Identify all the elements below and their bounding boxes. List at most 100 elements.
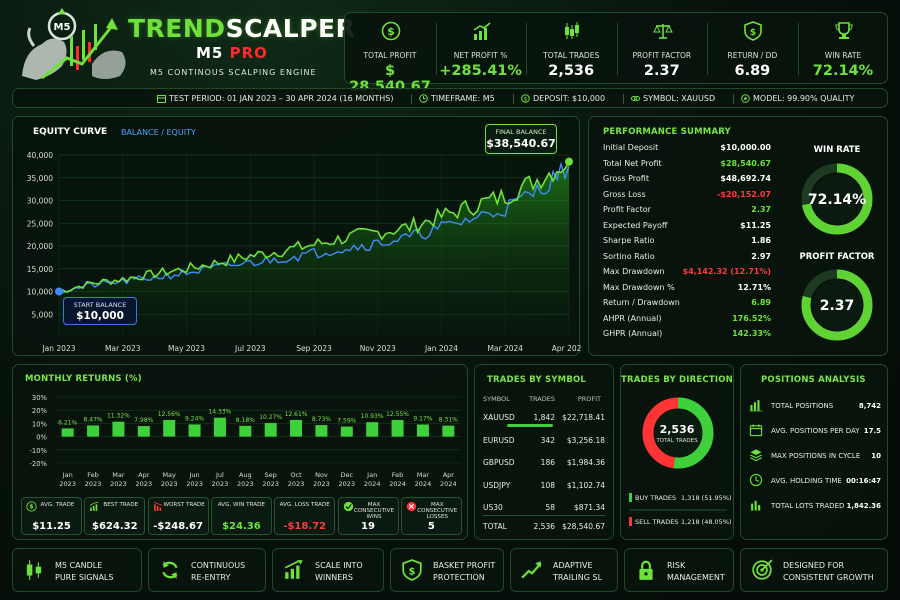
stat-label-2: TOTAL TRADES [543,51,600,60]
equity-x-tick-label: Mar 2023 [105,344,141,353]
perf-row-value: -$20,152.07 [717,189,771,199]
monthly-bar [290,419,303,437]
info-separator-3 [733,94,734,104]
stat-value-2: 2,536 [548,63,595,79]
feature-card-3: $ BASKET PROFIT PROTECTION [390,548,504,592]
perf-row-label: Gross Profit [603,174,649,183]
target-icon [752,559,773,580]
stat-label-1: NET PROFIT % [453,51,508,60]
monthly-bar [442,425,455,437]
brand-sub-pro: PRO [229,44,268,62]
info-separator-0 [411,94,412,104]
trade-stat-value: $624.32 [92,521,138,532]
monthly-x-tick-year: 2023 [85,480,102,488]
position-row: TOTAL LOTS TRADED 1,842.36 [749,497,881,517]
dollar-icon: $ [26,501,37,512]
symbol-cell-trades: 58 [545,503,555,512]
feature-card-5: RISK MANAGEMENT [624,548,734,592]
perf-row-value: 1.86 [751,236,771,245]
symbol-cell-trades: 186 [540,458,555,467]
feature-line-1: RISK [667,561,686,570]
monthly-bar [163,420,176,437]
equity-x-tick-label: May 2023 [168,344,205,353]
symbol-table-header: TRADES [529,395,555,403]
win-rate-gauge-center [812,174,862,224]
equity-y-tick-label: 25,000 [27,219,53,228]
info-period: TEST PERIOD: 01 JAN 2023 – 30 APR 2024 (… [157,94,393,103]
equity-y-tick-label: 20,000 [27,242,53,251]
symbol-cell-profit: $1,102.74 [566,480,605,490]
monthly-bar-label: 12.56% [158,411,181,418]
trades-by-symbol-title: TRADES BY SYMBOL [487,375,587,385]
monthly-x-tick-year: 2023 [339,480,356,488]
equity-x-tick-label: Apr 2024 [552,344,581,353]
monthly-y-tick-label: 0% [36,434,47,442]
win-rate-gauge: 72.14% [801,163,873,235]
perf-row-label: Expected Payoff [603,220,668,230]
buy-legend-value: 1,318 (51.95%) [681,494,732,502]
trades-by-symbol-panel: TRADES BY SYMBOL SYMBOL TRADES PROFIT XAUUS… [474,364,614,540]
svg-text:$: $ [750,28,756,38]
target-icon [741,94,750,103]
equity-x-tick-label: Jan 2023 [41,344,75,353]
stat-label-0: TOTAL PROFIT [363,51,417,60]
perf-row: Expected Payoff $11.25 [603,221,771,235]
trade-stat-value: 5 [427,521,435,532]
monthly-y-tick-label: 30% [32,394,48,402]
candle-icon [26,560,42,580]
position-row: AVG. HOLDING TIME 00:16:47 [749,472,881,492]
monthly-x-tick-month: Sep [265,471,277,479]
perf-row-value: $11.25 [740,220,771,230]
position-row: AVG. POSITIONS PER DAY 17.5 [749,422,881,442]
position-row-value: 8,742 [858,402,881,410]
brand-tagline: M5 CONTINOUS SCALPING ENGINE [150,68,317,77]
equity-y-tick-label: 30,000 [27,197,53,206]
monthly-x-tick-month: Jan [366,471,377,479]
monthly-bar [188,424,201,437]
symbol-table-header: SYMBOL [483,395,510,403]
equity-x-tick-label: Nov 2023 [360,344,396,353]
svg-text:$: $ [524,96,528,103]
equity-y-tick-label: 5,000 [32,310,54,319]
symbol-total-trades: 2,536 [533,522,555,531]
equity-curve-title: EQUITY CURVE [33,127,108,137]
symbol-cell-profit: $22,718.41 [562,413,605,422]
scale-bars-icon [284,560,303,579]
direction-total-label: TOTAL TRADES [656,438,698,444]
symbol-cell-profit: $3,256.18 [566,435,605,445]
trade-stat-card-0: $ AVG. TRADE $11.25 [21,497,82,535]
equity-curve-panel: 40,000 35,000 30,000 25,000 20,000 15,000 10,0… [12,116,581,356]
monthly-x-tick-month: Jul [215,471,224,479]
feature-text: DESIGNED FOR CONSISTENT GROWTH [783,560,874,584]
monthly-returns-chart: 30%20%10%0%-10%-20%6.21%Jan20238.47%Feb2… [29,394,461,488]
svg-text:$: $ [409,566,416,577]
info-separator-2 [623,94,624,104]
stat-icon-wrap-4: $ [743,20,763,42]
positions-analysis-title: POSITIONS ANALYSIS [761,375,866,385]
stat-icon-wrap-5 [834,20,854,42]
perf-row-value: 2.37 [751,205,771,214]
position-row-value: 17.5 [863,427,881,435]
trade-stat-card-1: BEST TRADE $624.32 [84,497,146,535]
final-balance-label: FINAL BALANCE [495,128,547,136]
win-rate-gauge-value: 72.14% [808,192,866,208]
trade-stat-card-6: MAX CONSECUTIVE LOSSES 5 [400,497,462,535]
symbol-cell-name: EURUSD [483,435,515,445]
equity-x-tick-label: Jan 2024 [424,344,458,353]
trade-stat-label: AVG. LOSS TRADE [279,502,330,508]
equity-curve-subtitle: BALANCE / EQUITY [121,128,196,137]
feature-text: SCALE INTO WINNERS [315,560,363,584]
trade-stat-label: AVG. TRADE [40,502,75,508]
stat-label-3: PROFIT FACTOR [632,51,692,60]
feature-line-2: TRAILING SL [553,573,603,582]
position-row-value: 10 [871,452,881,460]
start-balance-callout: START BALANCE $10,000 [63,297,137,325]
position-row-label: TOTAL LOTS TRADED [771,502,845,510]
perf-row: Sortino Ratio 2.97 [603,252,771,266]
svg-text:$: $ [387,25,395,38]
monthly-x-tick-month: Feb [392,471,404,479]
info-timeframe-text: TIMEFRAME: M5 [431,94,495,103]
position-row-value: 00:16:47 [846,477,881,485]
trade-stat-card-4: AVG. LOSS TRADE -$18.72 [274,497,336,535]
win-rate-gauge-fill [801,163,873,235]
